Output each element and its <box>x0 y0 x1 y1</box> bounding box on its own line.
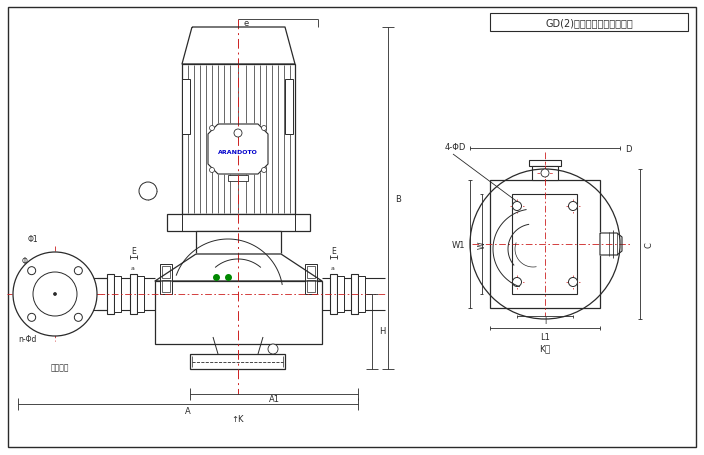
Bar <box>155 281 322 344</box>
Circle shape <box>541 170 549 177</box>
Text: W1: W1 <box>451 240 465 249</box>
Bar <box>160 264 172 294</box>
Bar <box>167 214 310 232</box>
Circle shape <box>33 273 77 316</box>
Bar <box>162 267 170 278</box>
Text: A1: A1 <box>268 394 279 404</box>
Bar <box>228 176 248 182</box>
Polygon shape <box>155 254 322 281</box>
Text: GD(2)系列管道泵外形安装图: GD(2)系列管道泵外形安装图 <box>545 18 633 28</box>
Circle shape <box>210 126 215 131</box>
Bar <box>532 167 558 181</box>
Circle shape <box>268 344 278 354</box>
Polygon shape <box>182 28 295 65</box>
Bar <box>305 264 317 294</box>
Circle shape <box>54 293 56 296</box>
Circle shape <box>261 126 267 131</box>
Circle shape <box>234 130 242 138</box>
Bar <box>196 232 281 254</box>
Bar <box>529 161 561 167</box>
Bar <box>285 80 293 135</box>
Circle shape <box>27 313 36 322</box>
Text: C: C <box>645 242 654 248</box>
Bar <box>490 14 688 32</box>
Text: n-Φd: n-Φd <box>18 335 37 344</box>
Text: e: e <box>243 19 249 27</box>
Bar <box>162 280 170 293</box>
Text: E: E <box>331 247 336 256</box>
Text: Φ1: Φ1 <box>28 235 39 244</box>
Text: ARANDOTO: ARANDOTO <box>218 149 258 154</box>
Text: A: A <box>185 407 191 415</box>
Bar <box>114 276 121 312</box>
Text: 法兰尺寸: 法兰尺寸 <box>51 363 69 372</box>
Circle shape <box>27 267 36 275</box>
Circle shape <box>261 168 267 173</box>
Circle shape <box>513 202 522 211</box>
Text: L1: L1 <box>540 332 550 341</box>
Bar <box>490 181 600 308</box>
Bar <box>513 195 577 294</box>
Text: ↑K: ↑K <box>232 415 244 424</box>
Text: E: E <box>131 247 136 256</box>
Bar <box>182 65 295 214</box>
Bar <box>330 274 337 314</box>
Circle shape <box>13 253 97 336</box>
Circle shape <box>75 313 82 322</box>
Circle shape <box>75 267 82 275</box>
Bar <box>307 267 315 278</box>
Text: l: l <box>544 317 546 326</box>
Text: W: W <box>477 241 486 248</box>
Circle shape <box>139 182 157 201</box>
Bar <box>337 276 344 312</box>
Polygon shape <box>208 125 268 175</box>
Text: 4-ΦD: 4-ΦD <box>445 143 466 152</box>
Text: B: B <box>395 195 401 204</box>
Text: H: H <box>379 327 385 336</box>
Bar <box>307 280 315 293</box>
Bar <box>190 354 285 369</box>
Bar <box>182 80 190 135</box>
Text: a: a <box>131 265 135 270</box>
Text: Φ: Φ <box>22 257 28 266</box>
Text: a: a <box>331 265 335 270</box>
Bar <box>130 274 137 314</box>
Bar <box>358 276 365 312</box>
Bar <box>107 274 114 314</box>
Circle shape <box>569 202 577 211</box>
Text: D: D <box>625 144 631 153</box>
Circle shape <box>210 168 215 173</box>
Circle shape <box>513 278 522 287</box>
Bar <box>137 276 144 312</box>
Polygon shape <box>600 233 622 255</box>
Text: K向: K向 <box>539 344 551 353</box>
Circle shape <box>569 278 577 287</box>
Bar <box>351 274 358 314</box>
